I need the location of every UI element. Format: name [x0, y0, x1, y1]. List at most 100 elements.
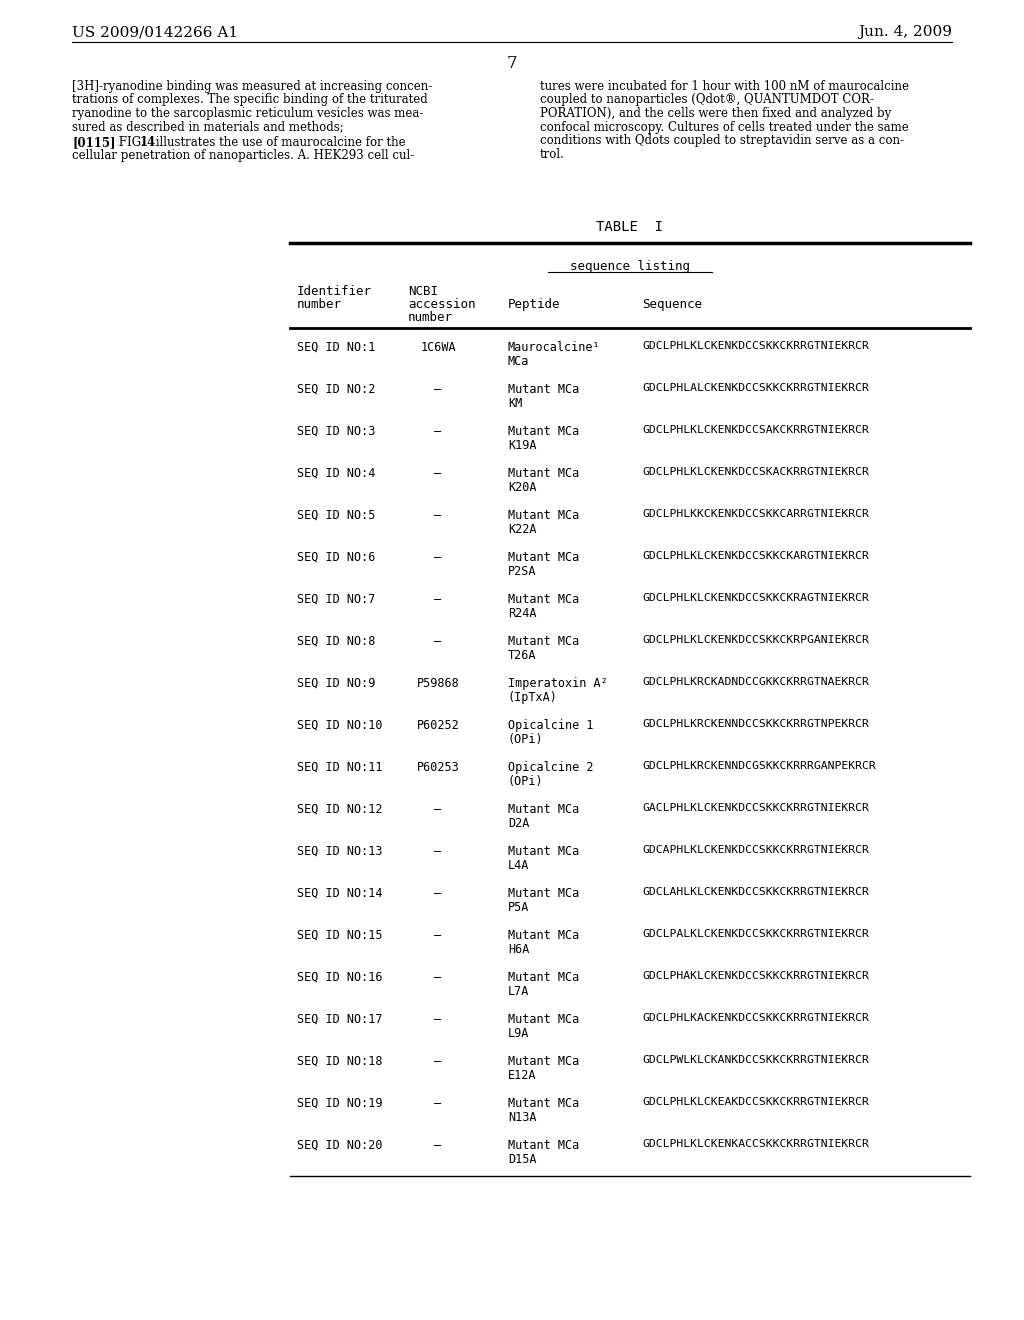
Text: Peptide: Peptide [508, 298, 560, 312]
Text: K20A: K20A [508, 480, 537, 494]
Text: GDCLPHLKLCKENKDCCSKKCKRRGTNIEKRCR: GDCLPHLKLCKENKDCCSKKCKRRGTNIEKRCR [642, 341, 869, 351]
Text: —: — [434, 972, 441, 983]
Text: Mutant MCa: Mutant MCa [508, 929, 580, 942]
Text: L7A: L7A [508, 985, 529, 998]
Text: —: — [434, 593, 441, 606]
Text: PORATION), and the cells were then fixed and analyzed by: PORATION), and the cells were then fixed… [540, 107, 891, 120]
Text: GDCLPHLKRCKADNDCCGKKCKRRGTNAEKRCR: GDCLPHLKRCKADNDCCGKKCKRRGTNAEKRCR [642, 677, 869, 686]
Text: (IpTxA): (IpTxA) [508, 690, 558, 704]
Text: GDCLPHLKKCKENKDCCSKKCARRGTNIEKRCR: GDCLPHLKKCKENKDCCSKKCARRGTNIEKRCR [642, 510, 869, 519]
Text: K19A: K19A [508, 440, 537, 451]
Text: K22A: K22A [508, 523, 537, 536]
Text: —: — [434, 425, 441, 438]
Text: —: — [434, 510, 441, 521]
Text: —: — [434, 845, 441, 858]
Text: —: — [434, 1097, 441, 1110]
Text: 7: 7 [507, 55, 517, 73]
Text: Jun. 4, 2009: Jun. 4, 2009 [858, 25, 952, 40]
Text: P60253: P60253 [417, 762, 460, 774]
Text: GACLPHLKLCKENKDCCSKKCKRRGTNIEKRCR: GACLPHLKLCKENKDCCSKKCKRRGTNIEKRCR [642, 803, 869, 813]
Text: SEQ ID NO:10: SEQ ID NO:10 [297, 719, 383, 733]
Text: D2A: D2A [508, 817, 529, 830]
Text: Mutant MCa: Mutant MCa [508, 383, 580, 396]
Text: 1C6WA: 1C6WA [420, 341, 456, 354]
Text: —: — [434, 887, 441, 900]
Text: Mutant MCa: Mutant MCa [508, 467, 580, 480]
Text: Identifier: Identifier [297, 285, 372, 298]
Text: SEQ ID NO:15: SEQ ID NO:15 [297, 929, 383, 942]
Text: Mutant MCa: Mutant MCa [508, 425, 580, 438]
Text: NCBI: NCBI [408, 285, 438, 298]
Text: number: number [297, 298, 342, 312]
Text: SEQ ID NO:1: SEQ ID NO:1 [297, 341, 376, 354]
Text: Mutant MCa: Mutant MCa [508, 550, 580, 564]
Text: SEQ ID NO:20: SEQ ID NO:20 [297, 1139, 383, 1152]
Text: 14: 14 [140, 136, 157, 149]
Text: FIG.: FIG. [115, 136, 148, 149]
Text: GDCLPWLKLCKANKDCCSKKCKRRGTNIEKRCR: GDCLPWLKLCKANKDCCSKKCKRRGTNIEKRCR [642, 1055, 869, 1065]
Text: SEQ ID NO:19: SEQ ID NO:19 [297, 1097, 383, 1110]
Text: SEQ ID NO:8: SEQ ID NO:8 [297, 635, 376, 648]
Text: R24A: R24A [508, 607, 537, 620]
Text: Opicalcine 1: Opicalcine 1 [508, 719, 594, 733]
Text: Opicalcine 2: Opicalcine 2 [508, 762, 594, 774]
Text: (OPi): (OPi) [508, 775, 544, 788]
Text: conditions with Qdots coupled to streptavidin serve as a con-: conditions with Qdots coupled to strepta… [540, 135, 904, 147]
Text: coupled to nanoparticles (Qdot®, QUANTUMDOT COR-: coupled to nanoparticles (Qdot®, QUANTUM… [540, 94, 873, 107]
Text: P59868: P59868 [417, 677, 460, 690]
Text: P5A: P5A [508, 902, 529, 913]
Text: MCa: MCa [508, 355, 529, 368]
Text: GDCAPHLKLCKENKDCCSKKCKRRGTNIEKRCR: GDCAPHLKLCKENKDCCSKKCKRRGTNIEKRCR [642, 845, 869, 855]
Text: Mutant MCa: Mutant MCa [508, 1055, 580, 1068]
Text: T26A: T26A [508, 649, 537, 663]
Text: GDCLPHLKACKENKDCCSKKCKRRGTNIEKRCR: GDCLPHLKACKENKDCCSKKCKRRGTNIEKRCR [642, 1012, 869, 1023]
Text: E12A: E12A [508, 1069, 537, 1082]
Text: Mutant MCa: Mutant MCa [508, 972, 580, 983]
Text: ryanodine to the sarcoplasmic reticulum vesicles was mea-: ryanodine to the sarcoplasmic reticulum … [72, 107, 423, 120]
Text: SEQ ID NO:14: SEQ ID NO:14 [297, 887, 383, 900]
Text: —: — [434, 383, 441, 396]
Text: illustrates the use of maurocalcine for the: illustrates the use of maurocalcine for … [152, 136, 406, 149]
Text: Imperatoxin A²: Imperatoxin A² [508, 677, 608, 690]
Text: L4A: L4A [508, 859, 529, 873]
Text: SEQ ID NO:17: SEQ ID NO:17 [297, 1012, 383, 1026]
Text: GDCLPHLKLCKENKACCSKKCKRRGTNIEKRCR: GDCLPHLKLCKENKACCSKKCKRRGTNIEKRCR [642, 1139, 869, 1148]
Text: GDCLPHAKLCKENKDCCSKKCKRRGTNIEKRCR: GDCLPHAKLCKENKDCCSKKCKRRGTNIEKRCR [642, 972, 869, 981]
Text: cellular penetration of nanoparticles. A. HEK293 cell cul-: cellular penetration of nanoparticles. A… [72, 149, 415, 162]
Text: Mutant MCa: Mutant MCa [508, 1139, 580, 1152]
Text: KM: KM [508, 397, 522, 411]
Text: number: number [408, 312, 453, 323]
Text: P60252: P60252 [417, 719, 460, 733]
Text: GDCLAHLKLCKENKDCCSKKCKRRGTNIEKRCR: GDCLAHLKLCKENKDCCSKKCKRRGTNIEKRCR [642, 887, 869, 898]
Text: GDCLPHLKLCKENKDCCSKACKRRGTNIEKRCR: GDCLPHLKLCKENKDCCSKACKRRGTNIEKRCR [642, 467, 869, 477]
Text: Mutant MCa: Mutant MCa [508, 510, 580, 521]
Text: accession: accession [408, 298, 475, 312]
Text: GDCLPHLKLCKENKDCCSKKCKARGTNIEKRCR: GDCLPHLKLCKENKDCCSKKCKARGTNIEKRCR [642, 550, 869, 561]
Text: [3H]-ryanodine binding was measured at increasing concen-: [3H]-ryanodine binding was measured at i… [72, 81, 432, 92]
Text: Maurocalcine¹: Maurocalcine¹ [508, 341, 601, 354]
Text: D15A: D15A [508, 1152, 537, 1166]
Text: Mutant MCa: Mutant MCa [508, 803, 580, 816]
Text: P2SA: P2SA [508, 565, 537, 578]
Text: SEQ ID NO:4: SEQ ID NO:4 [297, 467, 376, 480]
Text: GDCLPALKLCKENKDCCSKKCKRRGTNIEKRCR: GDCLPALKLCKENKDCCSKKCKRRGTNIEKRCR [642, 929, 869, 939]
Text: US 2009/0142266 A1: US 2009/0142266 A1 [72, 25, 239, 40]
Text: Mutant MCa: Mutant MCa [508, 887, 580, 900]
Text: —: — [434, 1139, 441, 1152]
Text: Mutant MCa: Mutant MCa [508, 845, 580, 858]
Text: —: — [434, 803, 441, 816]
Text: SEQ ID NO:13: SEQ ID NO:13 [297, 845, 383, 858]
Text: tures were incubated for 1 hour with 100 nM of maurocalcine: tures were incubated for 1 hour with 100… [540, 81, 909, 92]
Text: trol.: trol. [540, 148, 565, 161]
Text: SEQ ID NO:16: SEQ ID NO:16 [297, 972, 383, 983]
Text: SEQ ID NO:7: SEQ ID NO:7 [297, 593, 376, 606]
Text: Sequence: Sequence [642, 298, 702, 312]
Text: —: — [434, 550, 441, 564]
Text: SEQ ID NO:11: SEQ ID NO:11 [297, 762, 383, 774]
Text: SEQ ID NO:18: SEQ ID NO:18 [297, 1055, 383, 1068]
Text: L9A: L9A [508, 1027, 529, 1040]
Text: —: — [434, 929, 441, 942]
Text: GDCLPHLKRCKENNDCCSKKCKRRGTNPEKRCR: GDCLPHLKRCKENNDCCSKKCKRRGTNPEKRCR [642, 719, 869, 729]
Text: H6A: H6A [508, 942, 529, 956]
Text: —: — [434, 1012, 441, 1026]
